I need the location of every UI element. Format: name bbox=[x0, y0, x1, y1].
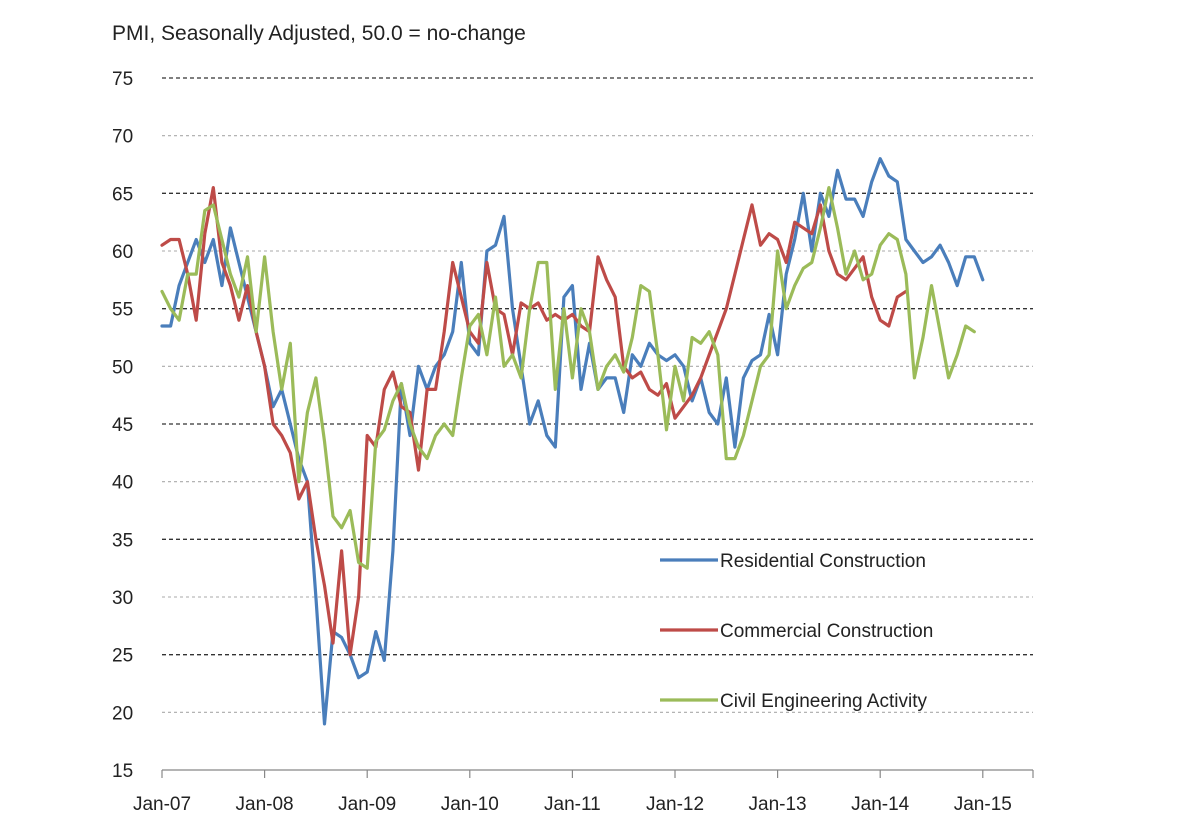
y-tick-label: 50 bbox=[112, 357, 133, 378]
legend: Residential Construction Commercial Const… bbox=[660, 551, 933, 712]
y-tick-label: 20 bbox=[112, 703, 133, 724]
x-tick-label: Jan-10 bbox=[441, 794, 499, 815]
x-tick-label: Jan-12 bbox=[646, 794, 704, 815]
y-tick-label: 45 bbox=[112, 415, 133, 436]
legend-label: Civil Engineering Activity bbox=[720, 691, 927, 712]
y-tick-label: 55 bbox=[112, 300, 133, 321]
x-tick-label: Jan-07 bbox=[133, 794, 191, 815]
legend-label: Residential Construction bbox=[720, 551, 926, 572]
series-line-3 bbox=[160, 186, 976, 570]
axes: 15 20 25 30 35 40 45 50 55 60 65 70 75 Jan-07 Jan-08 Ja… bbox=[112, 69, 1034, 815]
y-tick-label: 70 bbox=[112, 127, 133, 148]
x-tick-label: Jan-13 bbox=[749, 794, 807, 815]
series-lines bbox=[160, 157, 985, 726]
y-tick-label: 65 bbox=[112, 184, 133, 205]
chart-title: PMI, Seasonally Adjusted, 50.0 = no-chan… bbox=[112, 22, 526, 45]
y-tick-label: 25 bbox=[112, 646, 133, 667]
x-tick-label: Jan-11 bbox=[544, 794, 601, 815]
x-tick-label: Jan-09 bbox=[338, 794, 396, 815]
x-tick-label: Jan-08 bbox=[236, 794, 294, 815]
y-tick-label: 60 bbox=[112, 242, 133, 263]
y-tick-label: 40 bbox=[112, 473, 133, 494]
y-tick-label: 35 bbox=[112, 530, 133, 551]
y-tick-label: 30 bbox=[112, 588, 133, 609]
legend-label: Commercial Construction bbox=[720, 621, 933, 642]
x-tick-label: Jan-14 bbox=[851, 794, 910, 815]
y-tick-label: 75 bbox=[112, 69, 133, 90]
x-tick-label: Jan-15 bbox=[954, 794, 1012, 815]
series-line-2 bbox=[160, 186, 908, 657]
y-tick-label: 15 bbox=[112, 761, 133, 782]
